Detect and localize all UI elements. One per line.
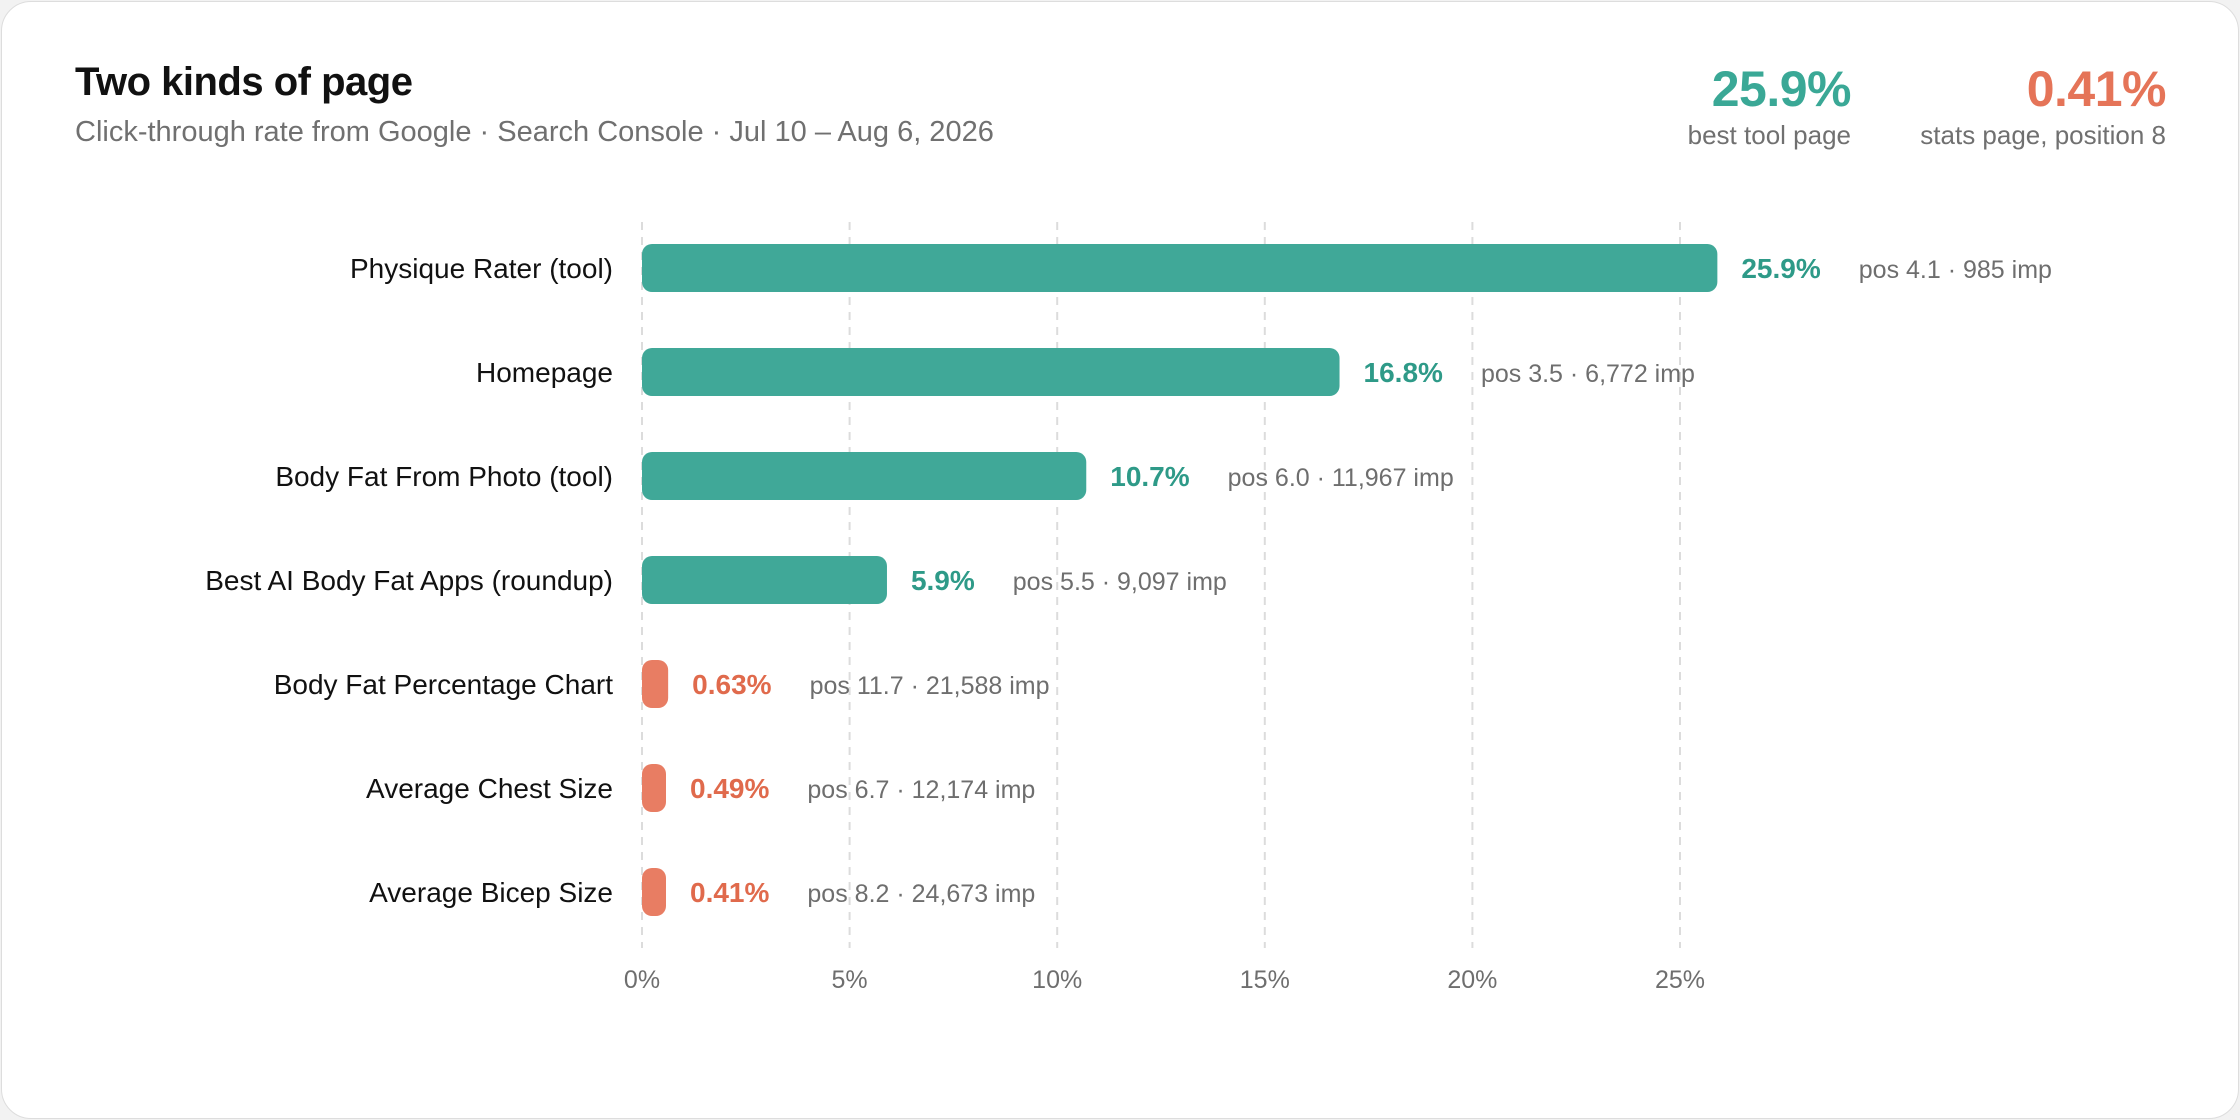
bar-tool [642,348,1340,396]
meta-label: pos 4.1 · 985 imp [1859,256,2052,284]
x-tick-label: 0% [624,966,660,994]
meta-label: pos 5.5 · 9,097 imp [1013,568,1227,596]
bar-tool [642,244,1718,292]
category-label: Average Bicep Size [369,877,613,908]
category-label: Physique Rater (tool) [350,253,613,284]
stat-worst-stats-value: 0.41% [2026,61,2167,117]
value-label: 16.8% [1364,357,1443,388]
x-tick-label: 20% [1447,966,1497,994]
meta-label: pos 6.7 · 12,174 imp [807,776,1035,804]
bar-stats [642,764,666,812]
bar-stats [642,660,669,708]
x-tick-label: 5% [832,966,868,994]
meta-label: pos 3.5 · 6,772 imp [1481,360,1695,388]
category-label: Best AI Body Fat Apps (roundup) [205,565,613,596]
x-tick-label: 25% [1655,966,1705,994]
category-label: Body Fat Percentage Chart [274,669,614,700]
value-label: 0.49% [690,773,769,804]
bar-tool [642,452,1087,500]
category-label: Body Fat From Photo (tool) [275,461,613,492]
value-label: 5.9% [911,565,975,596]
meta-label: pos 6.0 · 11,967 imp [1228,464,1454,492]
stat-best-tool: 25.9% best tool page [1687,60,1852,151]
category-label: Average Chest Size [366,773,613,804]
value-label: 0.41% [690,877,769,908]
chart-title: Two kinds of page [75,60,413,104]
chart-subtitle: Click-through rate from Google · Search … [75,116,994,148]
stat-worst-stats-label: stats page, position 8 [1920,120,2166,150]
stat-best-tool-value: 25.9% [1711,61,1852,117]
meta-label: pos 11.7 · 21,588 imp [810,672,1050,700]
value-label: 0.63% [692,669,771,700]
bar-tool [642,556,887,604]
value-label: 10.7% [1110,461,1189,492]
stat-worst-stats: 0.41% stats page, position 8 [1920,60,2166,151]
category-label: Homepage [476,357,613,388]
meta-label: pos 8.2 · 24,673 imp [807,880,1035,908]
x-tick-label: 10% [1032,966,1082,994]
value-label: 25.9% [1741,253,1820,284]
stat-best-tool-label: best tool page [1687,120,1851,150]
bar-stats [642,868,666,916]
x-tick-label: 15% [1240,966,1290,994]
